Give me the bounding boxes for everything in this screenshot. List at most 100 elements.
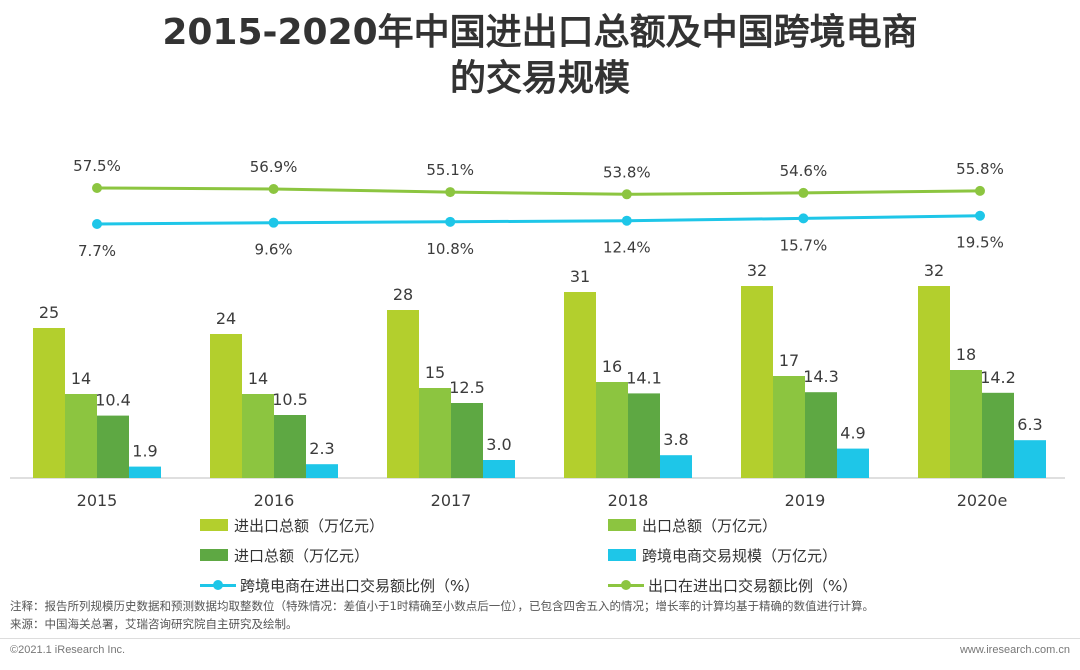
bars-layer bbox=[33, 286, 1046, 478]
point-line_export_ratio-2016 bbox=[268, 184, 279, 195]
bar-ecommerce-2019 bbox=[837, 448, 869, 478]
point-line_ecom_ratio-2016 bbox=[268, 217, 279, 228]
bar-label-import-2017: 12.5 bbox=[449, 378, 485, 397]
bar-label-export-2015: 14 bbox=[71, 369, 91, 388]
bar-import-2020e bbox=[982, 392, 1014, 478]
bar-label-ecommerce-2015: 1.9 bbox=[132, 442, 157, 461]
legend-swatch-line_export_ratio bbox=[608, 579, 644, 591]
bar-label-import-2019: 14.3 bbox=[803, 367, 839, 386]
point-label-line_ecom_ratio-2016: 9.6% bbox=[255, 241, 293, 259]
bar-ecommerce-2020e bbox=[1014, 440, 1046, 478]
x-tick-label-2015: 2015 bbox=[77, 491, 118, 510]
chart-title: 2015-2020年中国进出口总额及中国跨境电商 的交易规模 bbox=[0, 10, 1080, 102]
legend-swatch-export bbox=[608, 519, 636, 531]
bar-total-2020e bbox=[918, 286, 950, 478]
x-tick-label-2019: 2019 bbox=[785, 491, 826, 510]
bar-import-2017 bbox=[451, 403, 483, 478]
x-tick-label-2020e: 2020e bbox=[957, 491, 1008, 510]
bar-label-total-2017: 28 bbox=[393, 285, 413, 304]
bar-label-export-2017: 15 bbox=[425, 363, 445, 382]
lines-layer bbox=[92, 183, 985, 229]
line-line_export_ratio bbox=[96, 186, 981, 196]
bar-export-2017 bbox=[419, 388, 451, 478]
point-label-line_ecom_ratio-2015: 7.7% bbox=[78, 242, 116, 260]
bar-label-ecommerce-2019: 4.9 bbox=[840, 424, 865, 443]
footnote-notes: 注释：报告所列规模历史数据和预测数据均取整数位（特殊情况：差值小于1时精确至小数… bbox=[10, 599, 875, 613]
bar-label-total-2020e: 32 bbox=[924, 261, 944, 280]
point-label-line_export_ratio-2017: 55.1% bbox=[426, 161, 474, 179]
bar-label-import-2020e: 14.2 bbox=[980, 368, 1016, 387]
point-line_ecom_ratio-2017 bbox=[445, 216, 456, 227]
point-line_ecom_ratio-2020e bbox=[975, 210, 985, 221]
chart-title-line-2: 的交易规模 bbox=[449, 58, 630, 99]
point-line_ecom_ratio-2015 bbox=[92, 219, 102, 229]
legend-swatch-line_ecom_ratio bbox=[200, 579, 236, 591]
bar-import-2019 bbox=[805, 392, 837, 478]
bar-label-ecommerce-2020e: 6.3 bbox=[1017, 415, 1042, 434]
x-tick-label-2017: 2017 bbox=[431, 491, 472, 510]
legend-label-line_ecom_ratio: 跨境电商在进出口交易额比例（%） bbox=[240, 576, 480, 595]
point-label-line_export_ratio-2020e: 55.8% bbox=[956, 160, 1004, 178]
bar-total-2016 bbox=[210, 334, 242, 478]
bar-export-2020e bbox=[950, 370, 982, 478]
bar-label-export-2016: 14 bbox=[248, 369, 268, 388]
bar-export-2018 bbox=[596, 382, 628, 478]
bar-total-2018 bbox=[564, 292, 596, 478]
legend-item-ecommerce: 跨境电商交易规模（万亿元） bbox=[608, 544, 837, 566]
point-label-line_ecom_ratio-2019: 15.7% bbox=[780, 236, 828, 254]
legend-label-ecommerce: 跨境电商交易规模（万亿元） bbox=[642, 546, 838, 565]
point-line_ecom_ratio-2019 bbox=[798, 213, 809, 224]
legend-swatch-total bbox=[200, 519, 228, 531]
bar-label-import-2018: 14.1 bbox=[626, 368, 662, 387]
point-label-line_ecom_ratio-2020e: 19.5% bbox=[956, 234, 1004, 252]
bar-total-2019 bbox=[741, 286, 773, 478]
bar-label-ecommerce-2017: 3.0 bbox=[486, 435, 511, 454]
point-label-line_ecom_ratio-2018: 12.4% bbox=[603, 239, 651, 257]
bar-total-2017 bbox=[387, 310, 419, 478]
bar-label-total-2018: 31 bbox=[570, 267, 590, 286]
legend-label-line_export_ratio: 出口在进出口交易额比例（%） bbox=[648, 576, 858, 595]
bar-label-import-2015: 10.4 bbox=[95, 391, 131, 410]
point-label-line_ecom_ratio-2017: 10.8% bbox=[426, 240, 474, 258]
website-text: www.iresearch.com.cn bbox=[959, 644, 1070, 656]
chart-title-line-1: 2015-2020年中国进出口总额及中国跨境电商 bbox=[162, 12, 918, 53]
bar-label-total-2015: 25 bbox=[39, 303, 59, 322]
bar-import-2018 bbox=[628, 393, 660, 478]
footer-divider bbox=[0, 638, 1080, 639]
legend-swatch-ecommerce bbox=[608, 549, 636, 561]
bar-label-export-2020e: 18 bbox=[956, 345, 976, 364]
legend-item-total: 进出口总额（万亿元） bbox=[200, 514, 384, 536]
bar-total-2015 bbox=[33, 328, 65, 478]
bar-label-ecommerce-2018: 3.8 bbox=[663, 430, 688, 449]
bar-export-2015 bbox=[65, 394, 97, 478]
labels-layer: 251410.41.92015241410.52.32016281512.53.… bbox=[39, 157, 1043, 510]
point-label-line_export_ratio-2018: 53.8% bbox=[603, 163, 651, 181]
point-label-line_export_ratio-2016: 56.9% bbox=[250, 158, 298, 176]
bar-label-ecommerce-2016: 2.3 bbox=[309, 439, 334, 458]
bar-label-import-2016: 10.5 bbox=[272, 390, 308, 409]
point-label-line_export_ratio-2019: 54.6% bbox=[780, 162, 828, 180]
bar-label-export-2018: 16 bbox=[602, 357, 622, 376]
point-line_export_ratio-2020e bbox=[975, 185, 985, 196]
bar-label-total-2016: 24 bbox=[216, 309, 236, 328]
legend-item-import: 进口总额（万亿元） bbox=[200, 544, 369, 566]
legend-item-export: 出口总额（万亿元） bbox=[608, 514, 777, 536]
legend-label-import: 进口总额（万亿元） bbox=[234, 546, 370, 565]
chart-plot: 251410.41.92015241410.52.32016281512.53.… bbox=[10, 157, 1065, 510]
point-label-line_export_ratio-2015: 57.5% bbox=[73, 157, 121, 175]
bar-ecommerce-2016 bbox=[306, 464, 338, 478]
bar-import-2016 bbox=[274, 415, 306, 478]
point-line_export_ratio-2015 bbox=[92, 183, 102, 193]
legend-item-line_export_ratio: 出口在进出口交易额比例（%） bbox=[608, 574, 857, 596]
x-tick-label-2016: 2016 bbox=[254, 491, 295, 510]
bar-ecommerce-2017 bbox=[483, 460, 515, 478]
copyright-text: ©2021.1 iResearch Inc. bbox=[10, 644, 126, 656]
x-tick-label-2018: 2018 bbox=[608, 491, 649, 510]
point-line_export_ratio-2019 bbox=[798, 187, 809, 198]
footnote-source: 来源：中国海关总署，艾瑞咨询研究院自主研究及绘制。 bbox=[10, 617, 298, 631]
bar-ecommerce-2018 bbox=[660, 455, 692, 478]
legend-item-line_ecom_ratio: 跨境电商在进出口交易额比例（%） bbox=[200, 574, 479, 596]
point-line_export_ratio-2018 bbox=[621, 189, 632, 200]
bar-label-total-2019: 32 bbox=[747, 261, 767, 280]
bar-import-2015 bbox=[97, 415, 129, 478]
